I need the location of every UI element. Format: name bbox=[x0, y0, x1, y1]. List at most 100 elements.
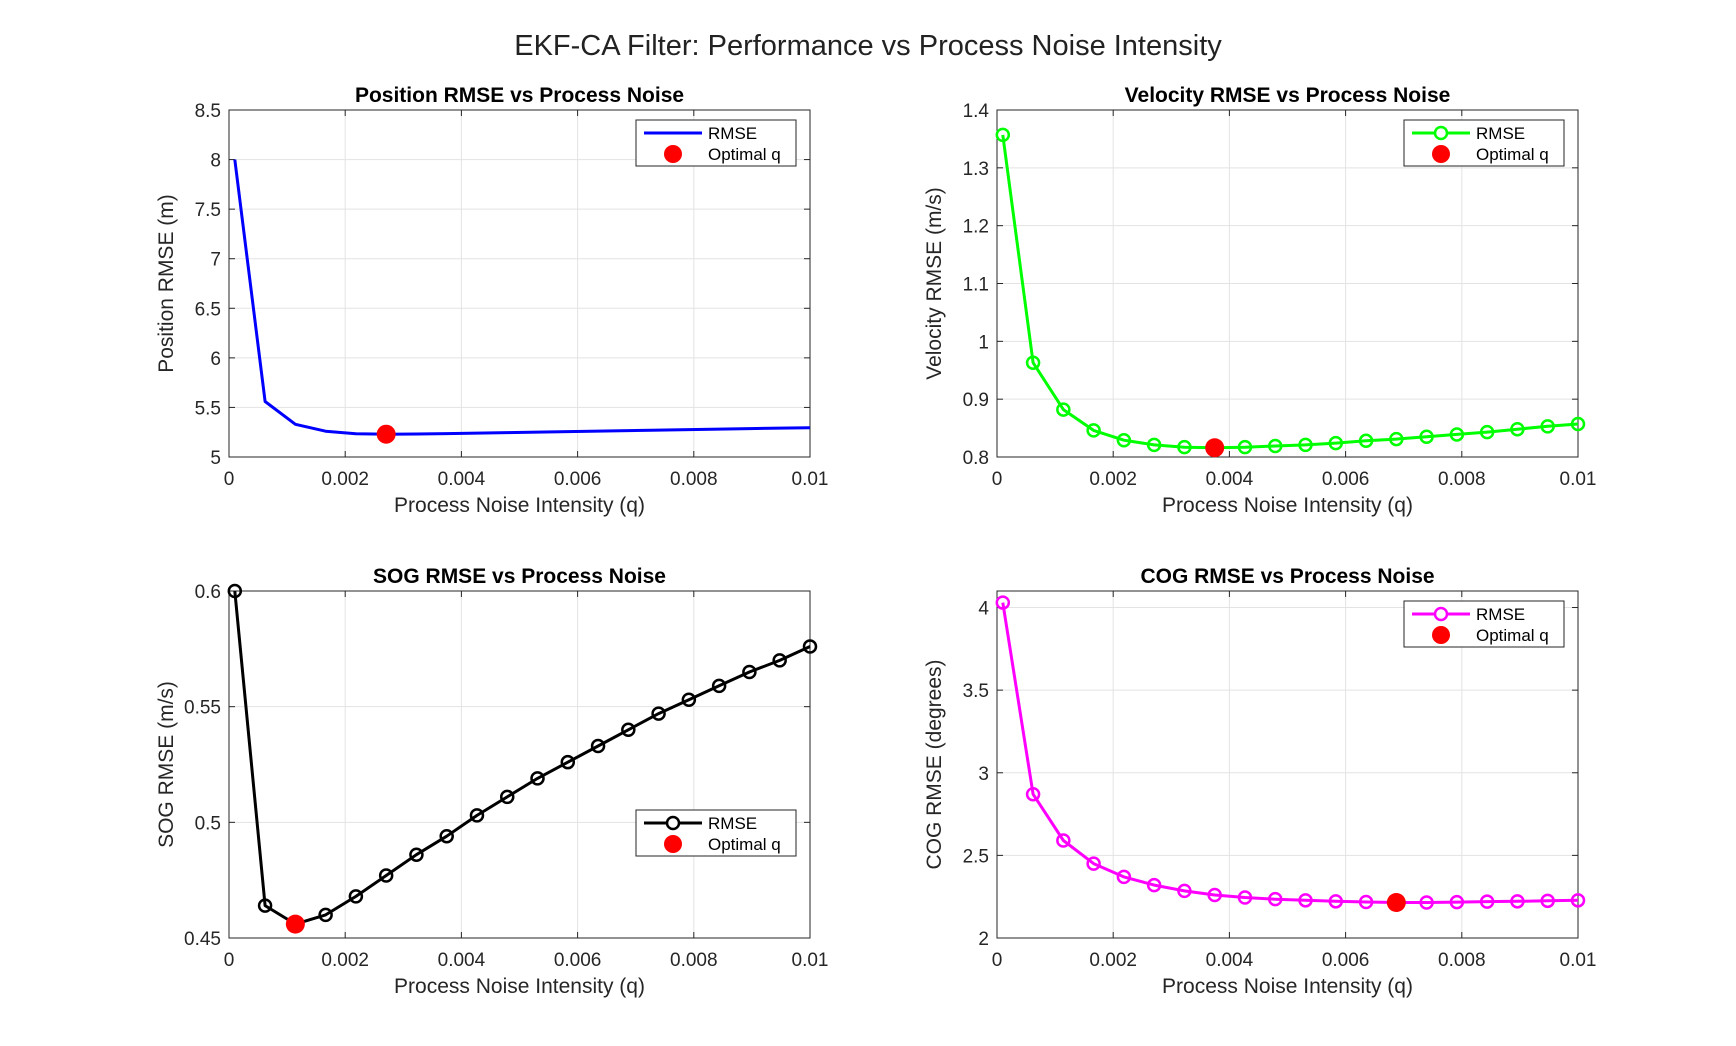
y-tick-label: 5.5 bbox=[195, 398, 221, 419]
y-tick-label: 8 bbox=[210, 151, 221, 172]
axes-box bbox=[228, 590, 811, 939]
legend: RMSE Optimal q bbox=[635, 119, 797, 167]
data-point bbox=[1056, 833, 1071, 848]
x-tick-label: 0 bbox=[224, 469, 235, 490]
y-tick-label: 4 bbox=[978, 599, 989, 620]
data-point bbox=[1025, 355, 1041, 370]
data-point bbox=[1207, 887, 1222, 903]
chart-title: SOG RMSE vs Process Noise bbox=[373, 565, 666, 588]
y-axis-label: COG RMSE (degrees) bbox=[923, 659, 946, 869]
data-point bbox=[711, 678, 727, 694]
y-tick-label: 0.5 bbox=[195, 813, 221, 834]
axes-box bbox=[228, 109, 811, 458]
x-tick-label: 0.008 bbox=[1438, 469, 1486, 490]
x-tick-label: 0 bbox=[224, 950, 235, 971]
x-tick-label: 0.006 bbox=[1322, 469, 1370, 490]
optimal-marker bbox=[285, 914, 305, 934]
legend-optimal-swatch bbox=[1432, 626, 1450, 644]
x-tick-label: 0.006 bbox=[554, 469, 602, 490]
legend-optimal-swatch bbox=[664, 835, 682, 853]
data-point bbox=[651, 706, 666, 721]
data-point bbox=[1177, 439, 1192, 455]
x-tick-label: 0.008 bbox=[670, 950, 718, 971]
data-point bbox=[1419, 895, 1434, 910]
data-point bbox=[530, 771, 545, 786]
legend-box bbox=[1403, 119, 1565, 167]
legend-box bbox=[635, 809, 797, 857]
data-point bbox=[1267, 891, 1283, 907]
y-tick-label: 7 bbox=[210, 250, 221, 271]
data-point bbox=[378, 868, 394, 883]
data-point bbox=[1540, 893, 1555, 909]
legend-box bbox=[1403, 600, 1565, 648]
optimal-marker bbox=[376, 424, 396, 444]
data-point bbox=[1449, 427, 1465, 442]
x-tick-label: 0.004 bbox=[1206, 469, 1254, 490]
x-tick-label: 0.002 bbox=[1089, 950, 1137, 971]
data-point bbox=[469, 808, 485, 823]
data-point bbox=[1449, 894, 1465, 910]
data-point bbox=[1570, 416, 1586, 432]
data-point bbox=[1328, 894, 1344, 909]
data-point bbox=[1389, 431, 1404, 447]
optimal-marker bbox=[1205, 438, 1225, 458]
data-point bbox=[1267, 438, 1283, 454]
y-tick-label: 0.6 bbox=[195, 582, 221, 603]
data-point bbox=[1237, 439, 1253, 455]
legend-label: RMSE bbox=[1476, 605, 1525, 624]
x-tick-label: 0.002 bbox=[321, 469, 369, 490]
y-tick-label: 0.55 bbox=[184, 698, 221, 719]
legend-label: Optimal q bbox=[708, 835, 781, 854]
data-point bbox=[227, 583, 243, 599]
chart-title: Position RMSE vs Process Noise bbox=[355, 84, 684, 107]
data-point bbox=[1086, 856, 1101, 871]
x-tick-label: 0.004 bbox=[438, 950, 486, 971]
x-tick-label: 0.01 bbox=[1560, 469, 1597, 490]
data-point bbox=[409, 847, 424, 862]
x-tick-label: 0.01 bbox=[792, 950, 829, 971]
y-tick-label: 1.1 bbox=[963, 275, 989, 296]
plot-area bbox=[229, 591, 810, 938]
data-point bbox=[1177, 883, 1192, 899]
legend-marker-swatch bbox=[1433, 125, 1449, 141]
y-tick-label: 6.5 bbox=[195, 299, 221, 320]
legend-label: Optimal q bbox=[1476, 626, 1549, 645]
x-tick-label: 0 bbox=[992, 469, 1003, 490]
y-tick-label: 7.5 bbox=[195, 200, 221, 221]
y-tick-label: 1.4 bbox=[963, 101, 990, 122]
data-point bbox=[742, 664, 757, 680]
legend-marker-swatch bbox=[665, 815, 681, 831]
chart-title: Velocity RMSE vs Process Noise bbox=[1125, 84, 1451, 107]
data-point bbox=[1146, 877, 1162, 893]
figure-title: EKF-CA Filter: Performance vs Process No… bbox=[514, 30, 1222, 62]
x-axis-label: Process Noise Intensity (q) bbox=[394, 494, 645, 517]
y-axis-label: Velocity RMSE (m/s) bbox=[923, 187, 946, 380]
y-tick-label: 8.5 bbox=[195, 101, 221, 122]
y-tick-label: 1.2 bbox=[963, 217, 989, 238]
chart-panel-2: 0 0.002 0.004 0.006 0.008 0.01 0.8 0.9 1 1.1 1.2 1.… bbox=[923, 84, 1596, 517]
chart-title: COG RMSE vs Process Noise bbox=[1140, 565, 1434, 588]
x-tick-label: 0 bbox=[992, 950, 1003, 971]
data-point bbox=[590, 738, 606, 754]
legend-marker-swatch bbox=[1433, 606, 1449, 622]
optimal-marker bbox=[1386, 892, 1406, 912]
axes-box bbox=[996, 590, 1579, 939]
data-point bbox=[439, 828, 454, 844]
y-tick-label: 6 bbox=[210, 349, 221, 370]
data-point bbox=[1510, 421, 1525, 437]
data-point bbox=[1237, 890, 1253, 905]
x-tick-label: 0.004 bbox=[1206, 950, 1254, 971]
data-point bbox=[621, 722, 636, 738]
chart-panel-3: 0 0.002 0.004 0.006 0.008 0.01 0.45 0.5 0.55 0.6 S… bbox=[155, 565, 828, 998]
y-tick-label: 3.5 bbox=[963, 681, 989, 702]
data-point bbox=[1056, 402, 1071, 417]
data-point bbox=[1479, 424, 1495, 440]
x-tick-label: 0.006 bbox=[1322, 950, 1370, 971]
x-tick-label: 0.01 bbox=[792, 469, 829, 490]
data-point bbox=[1328, 435, 1344, 451]
data-point bbox=[1298, 893, 1313, 908]
y-tick-label: 0.45 bbox=[184, 929, 221, 950]
data-point bbox=[681, 692, 697, 707]
y-axis-label: Position RMSE (m) bbox=[155, 194, 178, 373]
